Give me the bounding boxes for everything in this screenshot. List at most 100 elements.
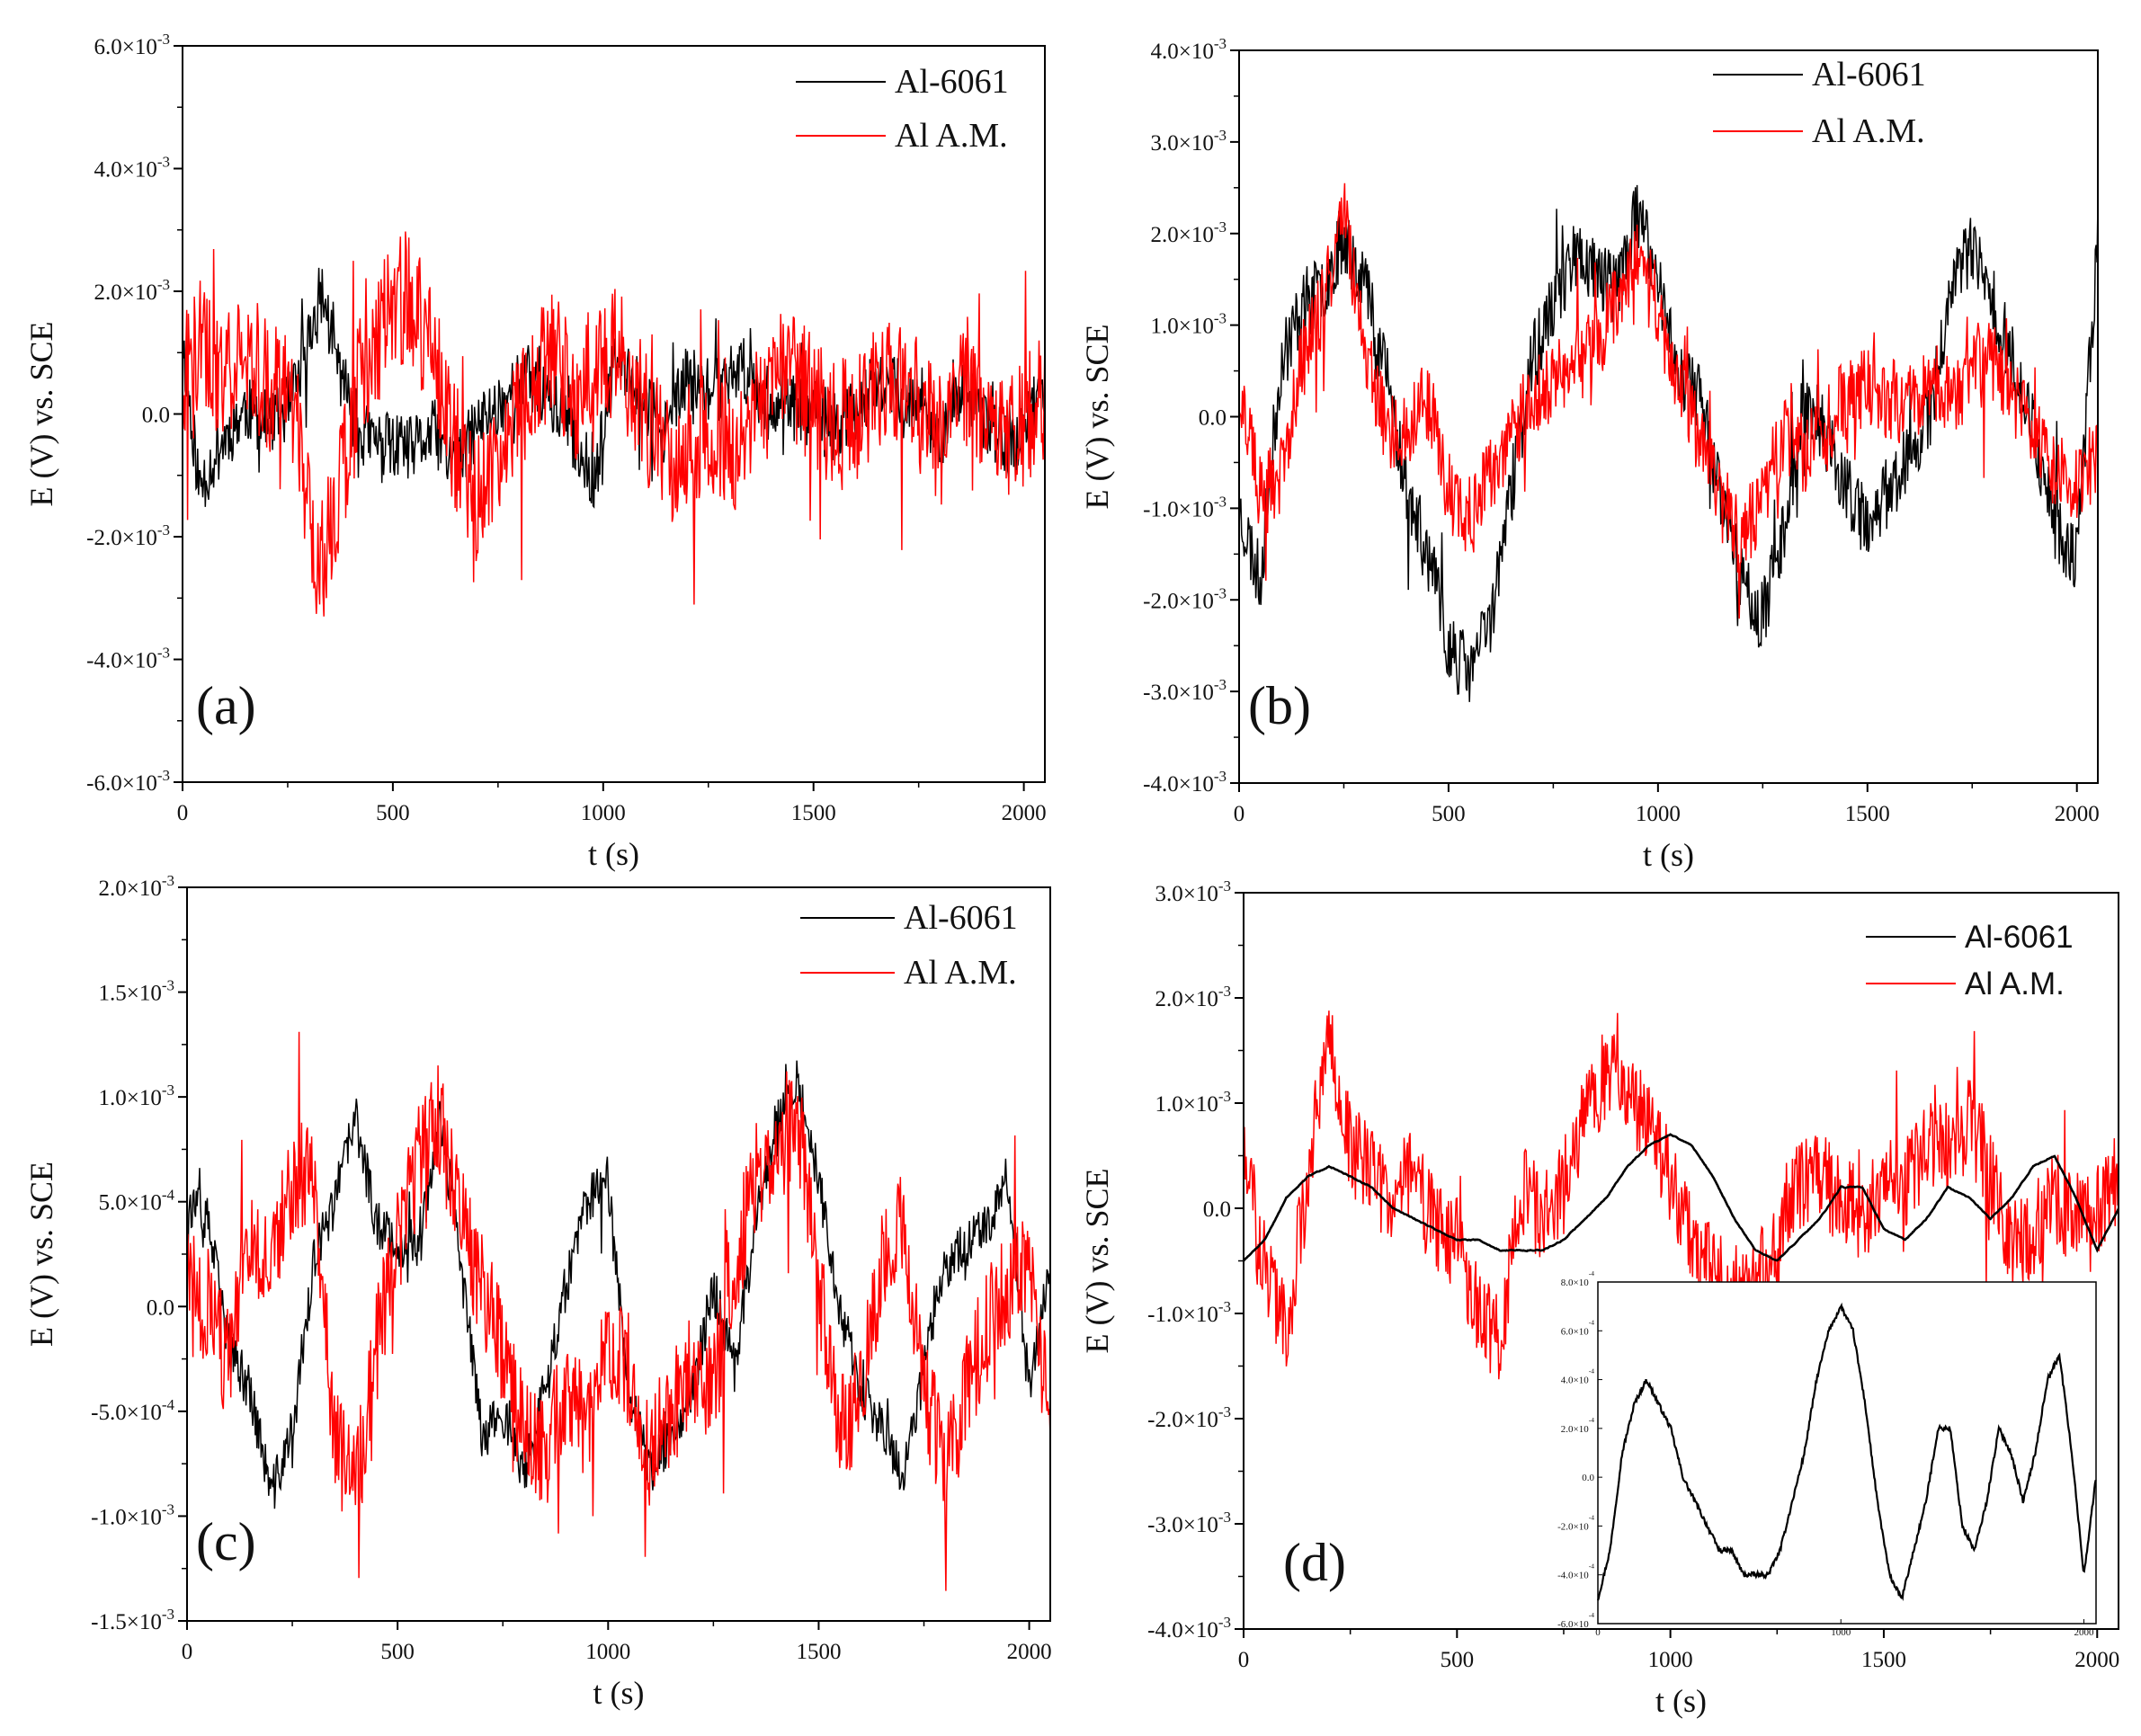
y-tick-label-exponent: -3 xyxy=(1214,493,1227,510)
legend-label-al-6061: Al-6061 xyxy=(904,899,1018,937)
legend-label-al-6061: Al-6061 xyxy=(1812,56,1926,93)
y-tick-label: 0.0 xyxy=(1199,406,1227,431)
y-tick-label-mantissa: 1.0×10 xyxy=(98,1086,161,1110)
y-tick-label-exponent: -3 xyxy=(1218,983,1231,1000)
legend: Al-6061 Al A.M. xyxy=(1866,920,2074,1002)
x-tick-label: 1000 xyxy=(585,1640,630,1664)
x-axis-label: t (s) xyxy=(1655,1683,1707,1719)
x-tick-label: 1500 xyxy=(1861,1648,1906,1672)
y-tick-label-mantissa: -3.0×10 xyxy=(1147,1513,1218,1537)
y-tick-label-mantissa: 0.0 xyxy=(142,404,170,428)
x-tick-label: 500 xyxy=(1432,802,1466,826)
inset-y-tick-label: -6.0×10-4 xyxy=(1557,1611,1594,1630)
x-axis-label: t (s) xyxy=(1643,837,1694,873)
y-tick-label-exponent: -3 xyxy=(157,154,170,171)
inset-y-tick-label-exponent: -4 xyxy=(1589,1269,1594,1278)
y-tick-label-mantissa: -4.0×10 xyxy=(1147,1618,1218,1643)
panel-label: (d) xyxy=(1283,1533,1346,1592)
legend-label-al-am: Al A.M. xyxy=(895,117,1008,155)
y-tick-label: -6.0×10-3 xyxy=(86,767,170,796)
y-tick-label-exponent: -3 xyxy=(162,1082,174,1099)
panel-label: (a) xyxy=(196,676,256,735)
y-tick-label-mantissa: -2.0×10 xyxy=(1143,589,1214,613)
y-tick-label: 0.0 xyxy=(142,404,170,428)
y-tick-label-mantissa: 6.0×10 xyxy=(94,35,156,59)
inset-y-tick-label-exponent: -4 xyxy=(1589,1416,1594,1424)
inset-y-tick-label: -4.0×10-4 xyxy=(1557,1562,1594,1581)
y-tick-label-exponent: -3 xyxy=(157,276,170,293)
y-tick-label-mantissa: 5.0×10 xyxy=(98,1191,161,1215)
y-tick-label: 0.0 xyxy=(147,1295,174,1320)
panel-label: (c) xyxy=(196,1512,256,1571)
y-tick-label: 5.0×10-4 xyxy=(98,1187,174,1215)
x-tick-label: 1500 xyxy=(1845,802,1890,826)
x-tick-label: 1000 xyxy=(581,801,626,825)
x-tick-label: 1500 xyxy=(796,1640,841,1664)
x-tick-label: 500 xyxy=(1441,1648,1475,1672)
panel-b: 0 500 1000 1500 2000-4.0×10-3-3.0×10-3-2.0×1… xyxy=(1079,35,2100,873)
inset-y-tick-label: 8.0×10-4 xyxy=(1561,1269,1594,1288)
y-tick-label: -4.0×10-3 xyxy=(1147,1614,1231,1643)
inset-chart: 0 1000 2000-6.0×10-4-4.0×10-4-2.0×10-40.02… xyxy=(1557,1269,2097,1638)
y-tick-label: 3.0×10-3 xyxy=(1150,127,1227,156)
y-tick-label-mantissa: 2.0×10 xyxy=(1150,223,1213,247)
x-tick-label: 0 xyxy=(177,801,189,825)
panel-d: 0 500 1000 1500 2000-4.0×10-3-3.0×10-3-2.0×1… xyxy=(1079,877,2119,1719)
inset-y-tick-label-mantissa: -2.0×10 xyxy=(1557,1521,1589,1532)
inset-y-tick-label-mantissa: -6.0×10 xyxy=(1557,1619,1589,1630)
y-tick-label-mantissa: -1.5×10 xyxy=(91,1610,162,1634)
x-tick-label: 0 xyxy=(1234,802,1245,826)
y-tick-label: -2.0×10-3 xyxy=(1147,1403,1231,1432)
y-tick-label-mantissa: -5.0×10 xyxy=(91,1401,162,1425)
legend-label-al-am: Al A.M. xyxy=(1965,966,2065,1002)
y-axis-label: E (V) vs. SCE xyxy=(23,1162,59,1347)
y-tick-label-exponent: -3 xyxy=(1214,218,1227,236)
y-tick-label-mantissa: 4.0×10 xyxy=(1150,40,1213,64)
series-line-al-6061 xyxy=(183,267,1045,509)
y-tick-label-exponent: -3 xyxy=(162,977,174,994)
y-tick-label: 2.0×10-3 xyxy=(94,276,170,305)
y-tick-label-exponent: -3 xyxy=(1218,1509,1231,1526)
y-tick-label-exponent: -3 xyxy=(1214,584,1227,601)
inset-y-tick-label-exponent: -4 xyxy=(1589,1318,1594,1326)
y-tick-label-exponent: -3 xyxy=(162,1606,174,1623)
y-tick-label-exponent: -4 xyxy=(162,1396,175,1413)
y-tick-label-mantissa: 1.5×10 xyxy=(98,982,161,1006)
y-tick-label: 2.0×10-3 xyxy=(1155,983,1231,1011)
y-tick-label: 3.0×10-3 xyxy=(1155,877,1231,906)
panel-c: 0 500 1000 1500 2000-1.5×10-3-1.0×10-3-5.0×1… xyxy=(23,872,1052,1711)
series-line-al-6061 xyxy=(187,1060,1050,1509)
y-tick-label: -3.0×10-3 xyxy=(1143,676,1227,705)
plot-frame xyxy=(1238,49,2099,784)
y-tick-label-mantissa: -6.0×10 xyxy=(86,771,157,796)
legend-label-al-6061: Al-6061 xyxy=(895,63,1009,101)
y-axis-label: E (V) vs. SCE xyxy=(23,322,59,507)
panel-a: 0 500 1000 1500 2000-6.0×10-3-4.0×10-3-2.0×1… xyxy=(23,31,1047,872)
x-tick-label: 2000 xyxy=(2055,802,2100,826)
y-tick-label: -4.0×10-3 xyxy=(1143,768,1227,797)
legend-label-al-6061: Al-6061 xyxy=(1965,920,2074,955)
y-tick-label-mantissa: -4.0×10 xyxy=(86,649,157,673)
y-tick-label-mantissa: 1.0×10 xyxy=(1155,1092,1218,1117)
x-tick-label: 500 xyxy=(380,1640,415,1664)
y-tick-label: 0.0 xyxy=(1203,1197,1231,1222)
y-tick-label-mantissa: -1.0×10 xyxy=(1147,1303,1218,1327)
y-tick-label: 4.0×10-3 xyxy=(1150,35,1227,64)
y-tick-label-mantissa: 0.0 xyxy=(1203,1197,1231,1222)
inset-series-line xyxy=(1596,1302,2097,1601)
y-tick-label-mantissa: 3.0×10 xyxy=(1155,882,1218,906)
x-tick-label: 2000 xyxy=(1007,1640,1052,1664)
y-tick-label: 1.0×10-3 xyxy=(98,1082,174,1110)
legend: Al-6061 Al A.M. xyxy=(800,899,1018,992)
y-tick-label: -1.0×10-3 xyxy=(1147,1298,1231,1327)
inset-y-tick-label-exponent: -4 xyxy=(1589,1367,1594,1375)
y-tick-label-exponent: -3 xyxy=(1214,768,1227,785)
x-axis-label: t (s) xyxy=(593,1675,645,1711)
y-tick-label-exponent: -3 xyxy=(1214,310,1227,327)
y-tick-label-mantissa: 0.0 xyxy=(147,1295,174,1320)
y-tick-label-mantissa: -1.0×10 xyxy=(91,1505,162,1529)
y-tick-label: -4.0×10-3 xyxy=(86,645,170,673)
inset-y-tick-label: 0.0 xyxy=(1582,1473,1594,1483)
x-tick-label: 1000 xyxy=(1648,1648,1693,1672)
